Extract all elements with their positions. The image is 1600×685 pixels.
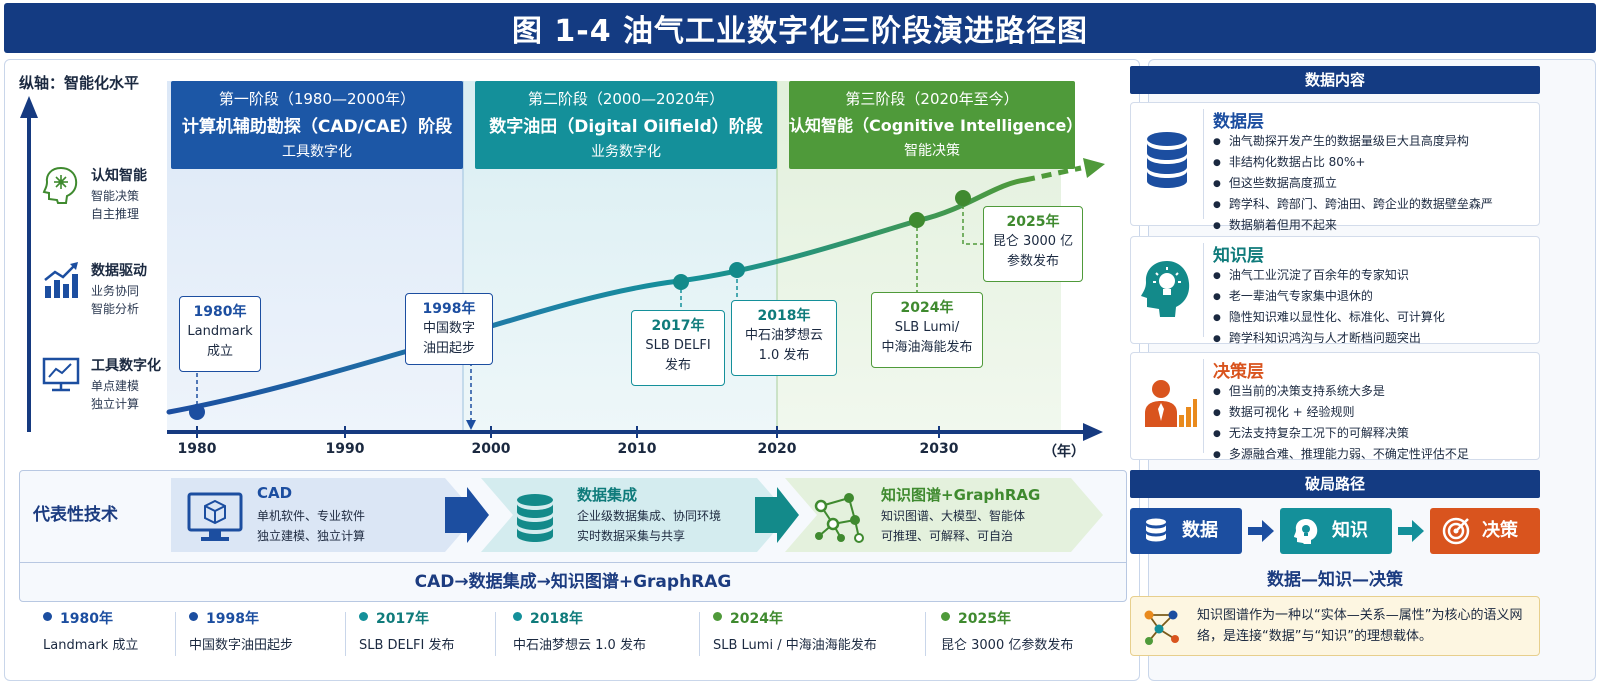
tech-data-integration: 数据集成 企业级数据集成、协同环境 实时数据采集与共享 — [491, 478, 791, 552]
monitor-chart-icon — [42, 357, 80, 392]
tech-desc: 单机软件、专业软件 独立建模、独立计算 — [257, 509, 366, 543]
breakthrough-caption: 数据—知识—决策 — [1267, 570, 1403, 590]
y-axis-title: 纵轴：智能化水平 — [19, 74, 140, 92]
path-step-knowledge: 知识 — [1280, 508, 1392, 554]
event-1980: 1980年 Landmark 成立 — [179, 296, 261, 372]
x-axis-unit: （年） — [1043, 444, 1085, 460]
event-2025: 2025年 昆仑 3000 亿参数发布 — [983, 206, 1083, 282]
level-name: 认知智能 — [91, 168, 147, 184]
layer-name: 数据层 — [1213, 112, 1264, 132]
event-1998: 1998年 中国数字 油田起步 — [405, 293, 493, 365]
event-dot-2018 — [729, 262, 745, 278]
computer-cube-icon — [187, 492, 243, 541]
event-2018: 2018年 中石油梦想云 1.0 发布 — [731, 300, 837, 376]
milestone-strip: 1980年 Landmark 成立 1998年 中国数字油田起步 2017年 S… — [19, 608, 1127, 668]
evolution-panel: 纵轴：智能化水平 — [4, 59, 1140, 681]
event-dot-2017 — [673, 274, 689, 290]
milestone-1998: 1998年 中国数字油田起步 — [189, 611, 294, 653]
tech-label: 代表性技术 — [33, 505, 118, 525]
x-tick-label: 1980 — [177, 441, 217, 457]
tech-knowledge-graph: 知识图谱+GraphRAG 知识图谱、大模型、智能体 可推理、可解释、可自治 — [795, 478, 1105, 552]
note-text: 知识图谱作为一种以“实体—关系—属性”为核心的语义网络，是连接“数据”与“知识”… — [1197, 608, 1523, 644]
data-content-title: 数据内容 — [1130, 66, 1540, 94]
layer-name: 决策层 — [1213, 362, 1264, 382]
level-name: 数据驱动 — [91, 263, 147, 279]
layer-decision: 决策层 但当前的决策支持系统大多是 数据可视化 + 经验规则 无法支持复杂工况下… — [1130, 352, 1540, 461]
milestone-dot — [941, 612, 950, 621]
level-name: 工具数字化 — [91, 358, 161, 374]
tech-name: CAD — [257, 484, 293, 502]
brain-network-icon — [42, 166, 78, 204]
milestone-2024: 2024年 SLB Lumi / 中海油海能发布 — [713, 611, 877, 653]
x-tick-label: 2020 — [757, 441, 797, 457]
database-stack-icon — [1147, 132, 1187, 188]
event-dot-2024 — [909, 212, 925, 228]
milestone-2017: 2017年 SLB DELFI 发布 — [359, 611, 455, 653]
milestone-dot — [513, 612, 522, 621]
layer-name: 知识层 — [1213, 246, 1264, 266]
milestone-2025: 2025年 昆仑 3000 亿参数发布 — [941, 611, 1074, 653]
level-sub: 单点建模 独立计算 — [91, 379, 140, 411]
milestone-dot — [359, 612, 368, 621]
manager-chart-icon — [1145, 380, 1197, 427]
event-2024: 2024年 SLB Lumi/中海油海能发布 — [871, 292, 983, 368]
tech-name: 数据集成 — [577, 486, 638, 504]
tech-name: 知识图谱+GraphRAG — [881, 486, 1041, 504]
layer-points: 但当前的决策支持系统大多是 数据可视化 + 经验规则 无法支持复杂工况下的可解释… — [1213, 381, 1469, 465]
tech-cad: CAD 单机软件、专业软件 独立建模、独立计算 — [171, 478, 471, 552]
x-tick-label: 2000 — [471, 441, 511, 457]
milestone-1980: 1980年 Landmark 成立 — [43, 611, 139, 653]
figure-title: 图 1-4 油气工业数字化三阶段演进路径图 — [4, 3, 1596, 53]
milestone-2018: 2018年 中石油梦想云 1.0 发布 — [513, 611, 646, 653]
future-trend-dashes — [1024, 165, 1082, 183]
database-icon — [517, 494, 553, 542]
event-dot-2025 — [955, 190, 971, 206]
layer-data: 数据层 油气勘探开发产生的数据量级巨大且高度异构 非结构化数据占比 80%+ 但… — [1130, 102, 1540, 232]
target-icon — [1442, 517, 1470, 545]
level-sub: 业务协同 智能分析 — [91, 284, 140, 316]
stage1-header: 第一阶段（1980—2000年） 计算机辅助勘探（CAD/CAE）阶段 工具数字… — [171, 81, 463, 169]
path-step-decision: 决策 — [1430, 508, 1540, 554]
tech-desc: 知识图谱、大模型、智能体 可推理、可解释、可自治 — [881, 509, 1026, 543]
tech-chevrons — [171, 478, 1103, 552]
x-tick-label: 2030 — [919, 441, 959, 457]
arrow-right-icon — [1398, 520, 1424, 542]
milestone-dot — [713, 612, 722, 621]
level-sub: 智能决策 自主推理 — [91, 189, 140, 221]
x-tick-label: 2010 — [617, 441, 657, 457]
knowledge-graph-note: 知识图谱作为一种以“实体—关系—属性”为核心的语义网络，是连接“数据”与“知识”… — [1130, 596, 1540, 656]
milestone-dot — [189, 612, 198, 621]
knowledge-graph-icon — [814, 493, 864, 543]
layer-points: 油气勘探开发产生的数据量级巨大且高度异构 非结构化数据占比 80%+ 但这些数据… — [1213, 131, 1493, 236]
stage2-header: 第二阶段（2000—2020年） 数字油田（Digital Oilfield）阶… — [475, 81, 777, 169]
stage3-header: 第三阶段（2020年至今） 认知智能（Cognitive Intelligenc… — [789, 81, 1114, 169]
path-step-data: 数据 — [1130, 508, 1242, 554]
database-icon — [1146, 518, 1166, 542]
tech-flow-summary: CAD→数据集成→知识图谱+GraphRAG — [19, 562, 1127, 600]
tech-desc: 企业级数据集成、协同环境 实时数据采集与共享 — [577, 509, 722, 543]
head-lightbulb-icon — [1141, 261, 1190, 317]
evolution-curve — [166, 177, 1028, 415]
arrow-right-icon — [1248, 520, 1274, 542]
layer-points: 油气工业沉淀了百余年的专家知识 老一辈油气专家集中退休的 隐性知识难以显性化、标… — [1213, 265, 1445, 349]
knowledge-graph-icon — [1144, 610, 1179, 645]
breakthrough-title: 破局路径 — [1130, 470, 1540, 498]
growth-chart-icon — [44, 262, 78, 298]
x-tick-label: 1990 — [325, 441, 365, 457]
layer-knowledge: 知识层 油气工业沉淀了百余年的专家知识 老一辈油气专家集中退休的 隐性知识难以显… — [1130, 236, 1540, 345]
milestone-dot — [43, 612, 52, 621]
lightbulb-head-icon — [1294, 519, 1318, 544]
event-dot-1980 — [189, 404, 205, 420]
event-2017: 2017年 SLB DELFI 发布 — [631, 310, 725, 386]
